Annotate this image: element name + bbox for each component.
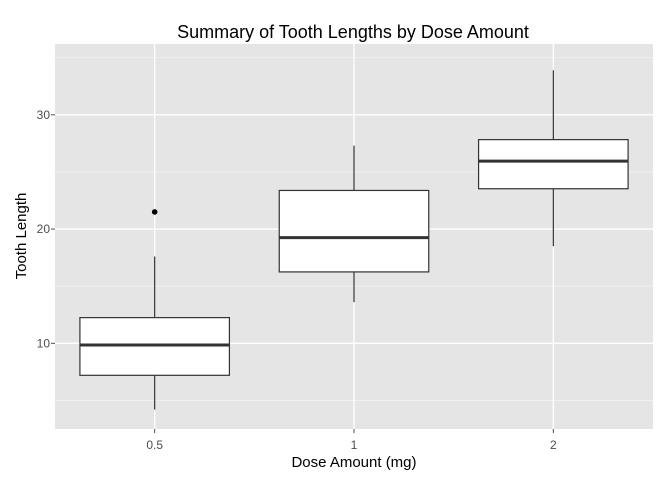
- chart-title: Summary of Tooth Lengths by Dose Amount: [177, 22, 529, 42]
- box-0_5: [79, 209, 231, 410]
- x-axis-label: Dose Amount (mg): [291, 454, 416, 471]
- x-tick-label: 0.5: [146, 438, 163, 452]
- box-body: [477, 139, 629, 190]
- box-body: [278, 189, 430, 273]
- outlier-point: [151, 209, 158, 215]
- y-axis-label: Tooth Length: [13, 193, 30, 280]
- y-tick-label: 30: [37, 108, 51, 122]
- x-tick-label: 2: [550, 438, 557, 452]
- y-tick-label: 10: [37, 336, 51, 350]
- x-axis-ticks: 0.5 1 2: [146, 429, 557, 452]
- y-axis-ticks: 10 20 30: [37, 108, 55, 350]
- boxes-layer: [79, 70, 629, 410]
- y-tick-label: 20: [37, 222, 51, 236]
- x-tick-label: 1: [351, 438, 358, 452]
- box-2: [477, 70, 629, 247]
- box-1: [278, 145, 430, 303]
